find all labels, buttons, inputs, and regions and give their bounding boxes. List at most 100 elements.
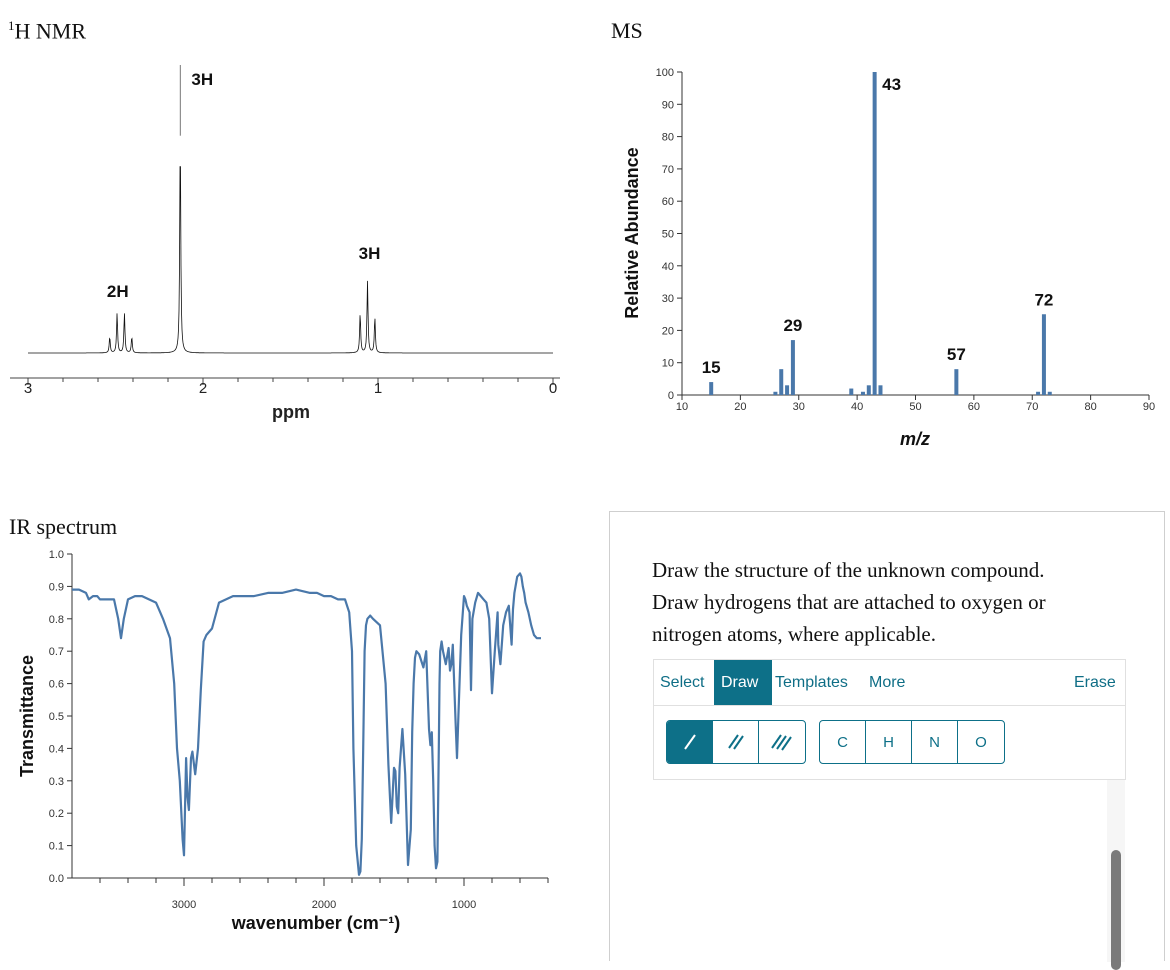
ir-y-axis-label: Transmittance [17, 655, 37, 777]
ir-y-tick-label: 0.1 [49, 841, 64, 853]
scrollbar-thumb[interactable] [1111, 850, 1121, 970]
ms-y-tick-label: 80 [662, 132, 674, 144]
ir-spectrum-chart: 0.0 0.1 0.2 0.3 0.4 0.5 0.6 0.7 0.8 0.9 1.0 3000 200… [17, 549, 549, 933]
nmr-peak-label: 3H [359, 244, 381, 263]
instruction-line-1: Draw the structure of the unknown compou… [652, 558, 1045, 582]
nmr-title-text: H NMR [14, 18, 87, 44]
editor-tab-bar: Select Draw Templates More Erase [653, 659, 1126, 706]
ir-y-tick-label: 0.6 [49, 679, 64, 691]
nmr-spectrum-trace [28, 166, 553, 354]
tab-more[interactable]: More [869, 674, 906, 691]
instruction-line-2: Draw hydrogens that are attached to oxyg… [652, 590, 1046, 614]
ms-x-tick-label: 70 [1026, 401, 1038, 413]
ms-y-axis-label: Relative Abundance [622, 147, 642, 318]
atom-button-c[interactable]: C [820, 721, 866, 763]
single-bond-button[interactable] [667, 721, 713, 763]
ms-bar [1036, 391, 1041, 395]
single-bond-icon [683, 734, 696, 750]
draw-toolbar: C H N O [653, 706, 1126, 780]
ir-y-tick-label: 0.4 [49, 743, 64, 755]
ms-x-tick-label: 90 [1143, 401, 1155, 413]
ms-bar [872, 72, 877, 395]
ms-x-tick-label: 80 [1085, 401, 1097, 413]
ir-title: IR spectrum [9, 514, 118, 539]
ms-peak-label: 57 [947, 345, 966, 364]
nmr-peak-label: 2H [107, 282, 129, 301]
ms-x-tick-label: 30 [793, 401, 805, 413]
ms-bar [1047, 391, 1052, 395]
double-bond-icon [727, 734, 744, 750]
double-bond-button[interactable] [713, 721, 759, 763]
triple-bond-button[interactable] [759, 721, 805, 763]
ir-y-tick-label: 0.5 [49, 711, 64, 723]
ir-x-tick-label: 2000 [312, 899, 336, 911]
ms-bar [954, 369, 959, 395]
ms-y-tick-label: 60 [662, 196, 674, 208]
ms-peak-label: 29 [783, 316, 802, 335]
ms-peak-label: 15 [702, 358, 721, 377]
ms-y-tick-label: 10 [662, 358, 674, 370]
tab-draw[interactable]: Draw [714, 660, 772, 705]
ms-bar [860, 391, 865, 395]
tab-select[interactable]: Select [660, 674, 705, 691]
ms-y-tick-label: 100 [656, 67, 674, 79]
ms-peak-label: 43 [882, 75, 901, 94]
nmr-x-axis-label: ppm [272, 402, 310, 422]
ms-peak-label: 72 [1034, 290, 1053, 309]
ir-y-tick-label: 0.8 [49, 614, 64, 626]
atom-tool-group: C H N O [819, 720, 1005, 764]
ms-bar [849, 388, 854, 395]
ms-y-tick-label: 70 [662, 164, 674, 176]
canvas-scrollbar[interactable] [1107, 780, 1125, 970]
ms-x-tick-label: 50 [909, 401, 921, 413]
ms-bar [866, 385, 871, 395]
ir-y-tick-label: 1.0 [49, 549, 64, 561]
nmr-x-tick-label: 0 [549, 380, 557, 397]
ms-x-tick-label: 20 [734, 401, 746, 413]
nmr-spectrum-chart: 3 2 1 0 ppm 2H 3H 3H [10, 65, 560, 422]
ms-bar [773, 391, 778, 395]
ms-y-tick-label: 0 [668, 390, 674, 402]
ms-bar [1041, 314, 1046, 395]
ms-bar [779, 369, 784, 395]
ir-x-tick-label: 1000 [452, 899, 476, 911]
ms-x-tick-label: 40 [851, 401, 863, 413]
ms-y-tick-label: 50 [662, 229, 674, 241]
ms-x-axis-label: m/z [900, 429, 930, 449]
nmr-title-superscript: 1 [8, 18, 15, 33]
erase-button[interactable]: Erase [1074, 674, 1116, 691]
atom-button-o[interactable]: O [975, 733, 987, 751]
ir-x-tick-label: 3000 [172, 899, 196, 911]
tab-templates[interactable]: Templates [775, 674, 848, 691]
structure-drawing-panel: Draw the structure of the unknown compou… [609, 511, 1165, 970]
nmr-title: 1H NMR [8, 18, 86, 44]
ms-bar [878, 385, 883, 395]
ms-title: MS [611, 18, 643, 43]
ms-y-tick-label: 30 [662, 293, 674, 305]
ms-x-tick-label: 10 [676, 401, 688, 413]
ir-y-tick-label: 0.0 [49, 873, 64, 885]
atom-button-n[interactable]: N [912, 721, 958, 763]
ir-spectrum-trace [72, 572, 541, 876]
ms-y-tick-label: 40 [662, 261, 674, 273]
ir-x-axis-label: wavenumber (cm⁻¹) [231, 913, 401, 933]
ir-y-tick-label: 0.7 [49, 646, 64, 658]
nmr-x-tick-label: 3 [24, 380, 32, 397]
nmr-x-tick-label: 1 [374, 380, 382, 397]
ms-x-tick-label: 60 [968, 401, 980, 413]
instruction-line-3: nitrogen atoms, where applicable. [652, 622, 936, 646]
ms-bar [790, 340, 795, 395]
ir-y-tick-label: 0.3 [49, 776, 64, 788]
ms-bar [709, 382, 714, 395]
instructions: Draw the structure of the unknown compou… [652, 554, 1112, 650]
ms-y-tick-label: 90 [662, 99, 674, 111]
atom-button-h[interactable]: H [866, 721, 912, 763]
nmr-x-tick-label: 2 [199, 380, 207, 397]
ms-bar [785, 385, 790, 395]
ms-y-tick-label: 20 [662, 325, 674, 337]
triple-bond-icon [771, 734, 792, 751]
ir-y-tick-label: 0.2 [49, 808, 64, 820]
ir-y-tick-label: 0.9 [49, 581, 64, 593]
bond-tool-group [666, 720, 806, 764]
